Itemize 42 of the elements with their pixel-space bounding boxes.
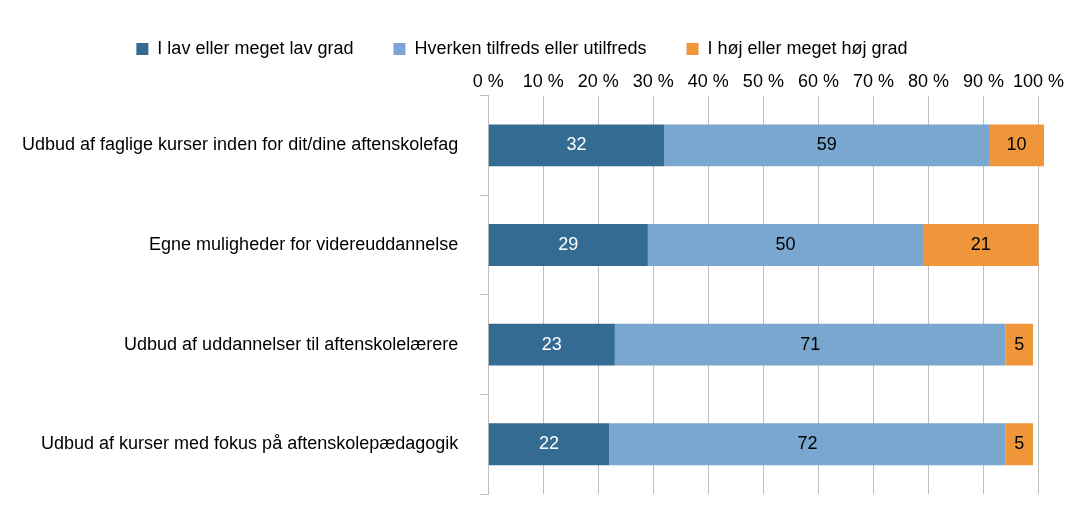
bar: [488, 124, 665, 167]
legend-label: I lav eller meget lav grad: [157, 37, 354, 58]
y-tick-label: Udbud af uddannelser til aftenskolelærere: [124, 333, 459, 354]
x-tick-label: 70 %: [852, 70, 894, 91]
bar: [609, 423, 1006, 466]
data-label: 22: [539, 433, 560, 454]
bar: [647, 224, 923, 266]
data-label: 23: [541, 333, 562, 354]
bar: [488, 423, 610, 466]
legend-label: Hverken tilfreds eller utilfreds: [414, 37, 647, 58]
y-tick-label: Udbud af kurser med fokus på aftenskolepædagogik: [41, 433, 460, 454]
legend-label: I høj eller meget høj grad: [707, 37, 908, 58]
y-tick-label: Udbud af faglige kurser inden for dit/dine aftenskolefag: [22, 134, 459, 155]
y-tick-label: Egne muligheder for videreuddannelse: [149, 233, 459, 254]
x-tick-label: 50 %: [742, 70, 784, 91]
x-tick-label: 30 %: [632, 70, 674, 91]
data-label: 50: [775, 233, 796, 254]
data-label: 71: [800, 333, 821, 354]
bar: [1005, 323, 1033, 366]
bar: [1005, 423, 1033, 466]
bar: [614, 323, 1006, 366]
data-label: 21: [970, 233, 991, 254]
data-label: 72: [797, 433, 818, 454]
data-label: 10: [1006, 134, 1027, 155]
x-tick-label: 100 %: [1012, 70, 1065, 91]
data-label: 5: [1014, 433, 1025, 454]
bar: [488, 323, 615, 366]
data-label: 32: [566, 134, 587, 155]
x-tick-label: 80 %: [907, 70, 949, 91]
x-tick-label: 40 %: [687, 70, 729, 91]
x-tick-label: 90 %: [962, 70, 1004, 91]
data-label: 29: [558, 233, 579, 254]
bar: [922, 224, 1039, 266]
bar: [488, 224, 648, 266]
bar: [664, 124, 989, 167]
x-tick-label: 60 %: [797, 70, 839, 91]
data-label: 5: [1014, 333, 1025, 354]
data-label: 59: [816, 134, 837, 155]
bar: [988, 124, 1044, 167]
x-tick-label: 10 %: [522, 70, 564, 91]
x-tick-label: 20 %: [577, 70, 619, 91]
x-tick-label: 0 %: [472, 70, 504, 91]
